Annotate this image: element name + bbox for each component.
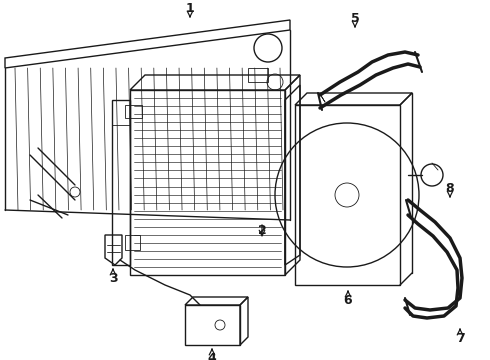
Text: 4: 4 <box>208 351 217 360</box>
Text: 3: 3 <box>109 271 117 284</box>
Text: 1: 1 <box>186 1 195 14</box>
Text: 2: 2 <box>258 224 267 237</box>
Text: 6: 6 <box>343 293 352 306</box>
Text: 5: 5 <box>351 12 359 24</box>
Text: 8: 8 <box>446 181 454 194</box>
Bar <box>248 68 268 82</box>
Text: 7: 7 <box>456 332 465 345</box>
